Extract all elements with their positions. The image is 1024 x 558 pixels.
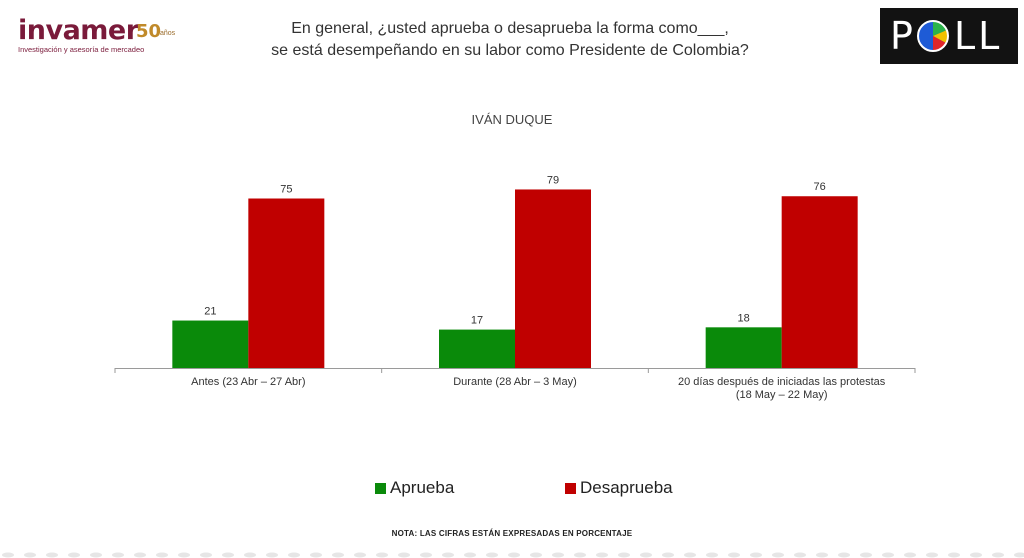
chart-note: NOTA: LAS CIFRAS ESTÁN EXPRESADAS EN POR… xyxy=(391,529,633,538)
question-line-2: se está desempeñando en su labor como Pr… xyxy=(271,42,749,59)
pie-chart-icon xyxy=(917,20,949,52)
category-label-2: (18 May – 22 May) xyxy=(736,389,828,401)
category-label-2: 20 días después de iniciadas las protest… xyxy=(678,376,886,388)
data-label-aprueba-2: 18 xyxy=(738,312,750,324)
logo-brand-text: invamer xyxy=(18,15,139,46)
poll-logo-left: P xyxy=(890,14,916,58)
data-label-desaprueba-1: 79 xyxy=(547,174,559,186)
legend-item-desaprueba: Desaprueba xyxy=(565,478,673,498)
invamer-logo: invamer 50 años Investigación y asesoría… xyxy=(18,16,188,62)
data-label-aprueba-1: 17 xyxy=(471,315,483,327)
bar-aprueba-1 xyxy=(439,329,515,368)
legend-item-aprueba: Aprueba xyxy=(375,478,454,498)
category-label-1: Durante (28 Abr – 3 May) xyxy=(453,376,577,388)
poll-logo: P LL xyxy=(880,8,1018,64)
bar-aprueba-0 xyxy=(172,320,249,368)
bar-desaprueba-1 xyxy=(515,189,591,368)
logo-years-suffix: años xyxy=(160,30,176,37)
question-line-1: En general, ¿usted aprueba o desaprueba … xyxy=(291,20,729,37)
chart-title: IVÁN DUQUE xyxy=(471,112,553,127)
data-label-desaprueba-0: 75 xyxy=(280,184,292,196)
bar-desaprueba-0 xyxy=(248,198,325,368)
data-label-aprueba-0: 21 xyxy=(204,306,216,318)
bar-desaprueba-2 xyxy=(781,196,858,368)
bottom-decoration xyxy=(0,550,1024,558)
legend-swatch-desaprueba xyxy=(565,482,576,494)
poll-logo-right: LL xyxy=(954,14,1003,58)
logo-tagline: Investigación y asesoría de mercadeo xyxy=(18,45,145,54)
legend-swatch-aprueba xyxy=(375,482,386,494)
legend-label-desaprueba: Desaprueba xyxy=(580,478,673,497)
category-label-0: Antes (23 Abr – 27 Abr) xyxy=(191,376,305,388)
bar-aprueba-2 xyxy=(705,327,782,368)
data-label-desaprueba-2: 76 xyxy=(814,181,826,193)
logo-years: 50 xyxy=(136,21,162,42)
bar-chart: 21 75 Antes (23 Abr – 27 Abr) 17 79 Durante (… xyxy=(114,174,916,401)
legend-label-aprueba: Aprueba xyxy=(390,478,455,497)
survey-question: En general, ¿usted aprueba o desaprueba … xyxy=(240,18,780,62)
